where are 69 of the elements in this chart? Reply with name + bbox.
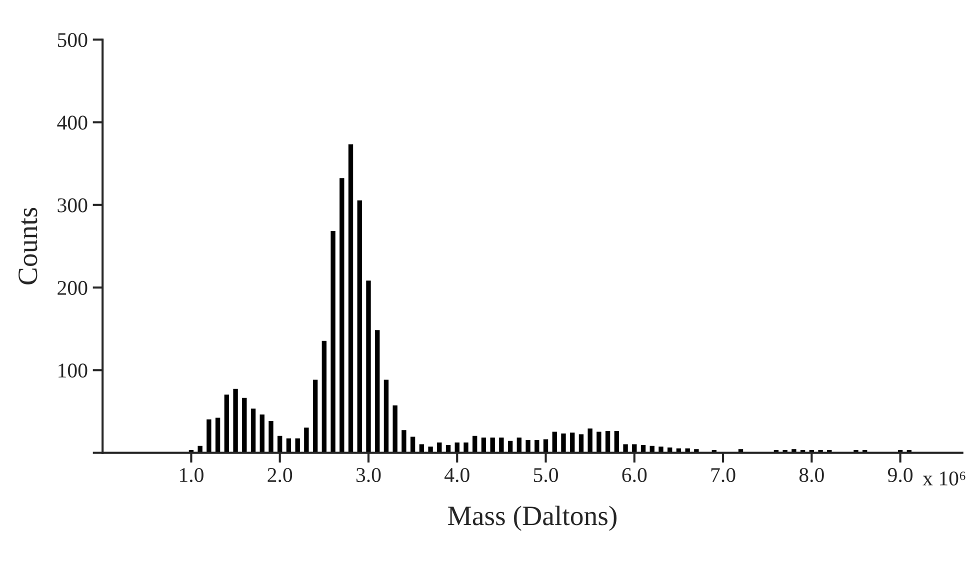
x-tick-label: 9.0 [888,468,913,482]
bar [792,449,796,453]
bar [215,418,220,453]
bar [233,388,238,453]
bar [570,432,575,453]
bar [410,436,416,453]
bar [428,446,433,453]
bar [340,178,344,453]
bar [366,280,371,453]
x-tick-label: 5.0 [534,468,558,482]
bar [304,428,309,453]
bar [198,446,202,453]
bar [588,428,592,453]
bar [490,438,495,453]
x-tick-label: 3.0 [356,468,381,482]
bar [348,144,354,453]
bar [605,430,610,453]
bar [508,440,513,453]
bar [437,442,442,453]
bar [242,398,247,453]
bar [526,440,530,453]
bar [286,438,292,453]
bar [614,430,620,453]
bar [596,432,602,453]
bar [464,442,468,453]
y-tick-label: 400 [57,116,88,130]
bar [330,230,336,453]
x-tick-label: 7.0 [711,468,736,482]
bar [472,436,478,453]
bar [454,442,460,453]
text: x 10⁶ [922,471,966,486]
bar [312,380,318,453]
y-tick-label: 300 [58,198,88,212]
bar [694,449,699,453]
bar [357,200,362,453]
bar [295,438,300,453]
bar [375,330,380,453]
bar [392,405,398,453]
y-tick-label: 500 [58,32,88,48]
bar [543,439,548,453]
x-tick-label: 8.0 [799,468,824,482]
y-tick-label: 100 [58,364,88,378]
bar [481,438,486,453]
bar [632,444,637,453]
bar [206,419,212,453]
bar [322,340,327,453]
bar [623,444,628,453]
x-tick-label: 4.0 [444,468,470,482]
bar [658,446,664,453]
x-tick-label: 6.0 [622,468,647,482]
bar [552,432,557,453]
bar [419,444,424,453]
x-tick-label: 2.0 [268,468,292,482]
bar [268,421,274,453]
bar [578,434,584,453]
bar [534,440,540,453]
bar [561,433,566,453]
bar [516,438,522,453]
bar [224,394,230,453]
bar [278,436,282,453]
bar [402,430,406,453]
x-axis-title: Mass (Daltons) [448,506,616,531]
bar [384,380,389,453]
bar [260,414,264,453]
y-tick-label: 200 [58,280,88,295]
y-axis-title: Counts [18,208,38,284]
bar [250,408,256,453]
bar [499,438,504,453]
x-tick-label: 1.0 [180,468,204,482]
